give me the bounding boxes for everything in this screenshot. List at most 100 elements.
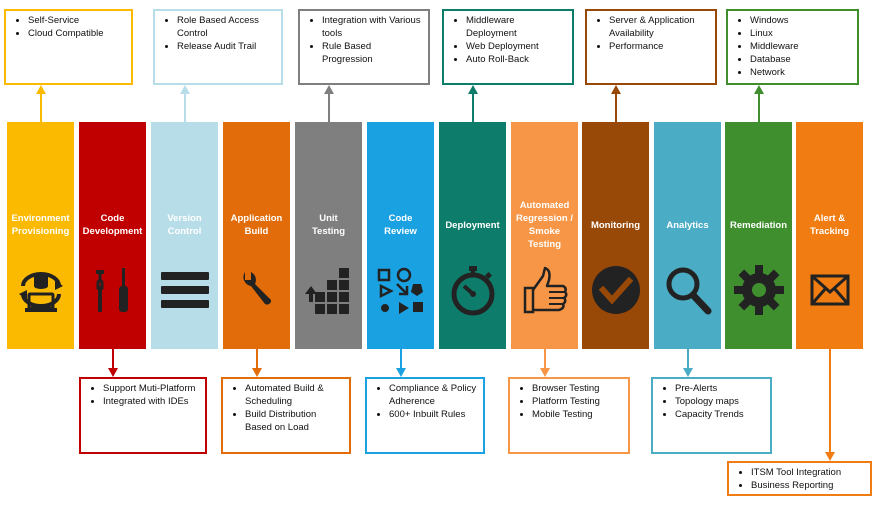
feature-item: Automated Build & Scheduling (245, 382, 343, 408)
connector-arrow (35, 83, 47, 124)
feature-note-box: Support Muti-PlatformIntegrated with IDE… (79, 377, 207, 454)
feature-list: Automated Build & SchedulingBuild Distri… (223, 379, 349, 437)
envelope-icon (804, 264, 856, 316)
stage-column: Alert & Tracking (796, 122, 863, 349)
gear-icon (733, 264, 785, 316)
blocks-icon (303, 264, 355, 316)
feature-item: Mobile Testing (532, 408, 622, 421)
stage-title: Code Development (82, 213, 143, 237)
feature-item: Support Muti-Platform (103, 382, 199, 395)
feature-note-box: Server & Application AvailabilityPerform… (585, 9, 717, 85)
feature-item: Web Deployment (466, 40, 566, 53)
connector-arrow (395, 347, 407, 379)
stopwatch-icon (447, 264, 499, 316)
stage-column: Application Build (223, 122, 290, 349)
connector-arrow (107, 347, 119, 379)
feature-item: Network (750, 66, 851, 79)
checkmark-icon (590, 264, 642, 316)
feature-item: Database (750, 53, 851, 66)
feature-note-box: ITSM Tool IntegrationBusiness Reporting (727, 461, 872, 496)
feature-item: Compliance & Policy Adherence (389, 382, 477, 408)
provisioning-icon (15, 264, 67, 316)
feature-item: Browser Testing (532, 382, 622, 395)
stage-title: Analytics (666, 219, 709, 231)
feature-item: 600+ Inbuilt Rules (389, 408, 477, 421)
shapes-icon (375, 264, 427, 316)
feature-item: Integrated with IDEs (103, 395, 199, 408)
stage-title: Version Control (167, 213, 202, 237)
stage-title: Monitoring (590, 219, 641, 231)
stage-column: Remediation (725, 122, 792, 349)
feature-list: Pre-AlertsTopology mapsCapacity Trends (653, 379, 770, 424)
magnifier-icon (662, 264, 714, 316)
stage-column: Code Development (79, 122, 146, 349)
feature-item: Self-Service (28, 14, 125, 27)
feature-list: Self-ServiceCloud Compatible (6, 11, 131, 43)
feature-item: Middleware (750, 40, 851, 53)
feature-item: Server & Application Availability (609, 14, 709, 40)
feature-item: Capacity Trends (675, 408, 764, 421)
feature-list: Compliance & Policy Adherence600+ Inbuil… (367, 379, 483, 424)
connector-arrow (251, 347, 263, 379)
stage-title: Code Review (384, 213, 417, 237)
stage-title: Remediation (729, 219, 787, 231)
stage-column: Monitoring (582, 122, 649, 349)
tools-icon (87, 264, 139, 316)
feature-list: Integration with Various toolsRule Based… (300, 11, 428, 69)
feature-note-box: Automated Build & SchedulingBuild Distri… (221, 377, 351, 454)
connector-arrow (753, 83, 765, 124)
feature-list: Support Muti-PlatformIntegrated with IDE… (81, 379, 205, 411)
feature-list: ITSM Tool IntegrationBusiness Reporting (729, 463, 870, 495)
menu-bars-icon (159, 264, 211, 316)
feature-item: Role Based Access Control (177, 14, 275, 40)
connector-arrow (467, 83, 479, 124)
connector-arrow (539, 347, 551, 379)
stage-column: Version Control (151, 122, 218, 349)
feature-item: Platform Testing (532, 395, 622, 408)
feature-item: Auto Roll-Back (466, 53, 566, 66)
wrench-icon (231, 264, 283, 316)
connector-arrow (682, 347, 694, 379)
stage-title: Unit Testing (311, 213, 346, 237)
feature-item: Middleware Deployment (466, 14, 566, 40)
feature-item: Cloud Compatible (28, 27, 125, 40)
feature-note-box: WindowsLinuxMiddlewareDatabaseNetwork (726, 9, 859, 85)
stage-column: Environment Provisioning (7, 122, 74, 349)
feature-item: Linux (750, 27, 851, 40)
stage-column: Unit Testing (295, 122, 362, 349)
feature-item: ITSM Tool Integration (751, 466, 864, 479)
feature-note-box: Middleware DeploymentWeb DeploymentAuto … (442, 9, 574, 85)
stage-title: Environment Provisioning (11, 213, 70, 237)
feature-item: Build Distribution Based on Load (245, 408, 343, 434)
stage-title: Automated Regression / Smoke Testing (515, 200, 574, 250)
connector-arrow (610, 83, 622, 124)
thumbs-up-icon (519, 264, 571, 316)
feature-item: Pre-Alerts (675, 382, 764, 395)
feature-list: Server & Application AvailabilityPerform… (587, 11, 715, 56)
feature-item: Integration with Various tools (322, 14, 422, 40)
feature-note-box: Compliance & Policy Adherence600+ Inbuil… (365, 377, 485, 454)
feature-note-box: Integration with Various toolsRule Based… (298, 9, 430, 85)
feature-list: WindowsLinuxMiddlewareDatabaseNetwork (728, 11, 857, 82)
stage-title: Application Build (230, 213, 283, 237)
feature-note-box: Pre-AlertsTopology mapsCapacity Trends (651, 377, 772, 454)
feature-item: Rule Based Progression (322, 40, 422, 66)
connector-arrow (824, 347, 836, 463)
stage-column: Deployment (439, 122, 506, 349)
stage-column: Automated Regression / Smoke Testing (511, 122, 578, 349)
feature-list: Role Based Access ControlRelease Audit T… (155, 11, 281, 56)
connector-arrow (323, 83, 335, 124)
feature-list: Browser TestingPlatform TestingMobile Te… (510, 379, 628, 424)
connector-arrow (179, 83, 191, 124)
stage-column: Code Review (367, 122, 434, 349)
feature-item: Release Audit Trail (177, 40, 275, 53)
stage-title: Deployment (445, 219, 500, 231)
feature-item: Windows (750, 14, 851, 27)
feature-note-box: Browser TestingPlatform TestingMobile Te… (508, 377, 630, 454)
stage-title: Alert & Tracking (809, 213, 850, 237)
feature-item: Topology maps (675, 395, 764, 408)
feature-item: Business Reporting (751, 479, 864, 492)
feature-note-box: Self-ServiceCloud Compatible (4, 9, 133, 85)
stage-column: Analytics (654, 122, 721, 349)
feature-note-box: Role Based Access ControlRelease Audit T… (153, 9, 283, 85)
